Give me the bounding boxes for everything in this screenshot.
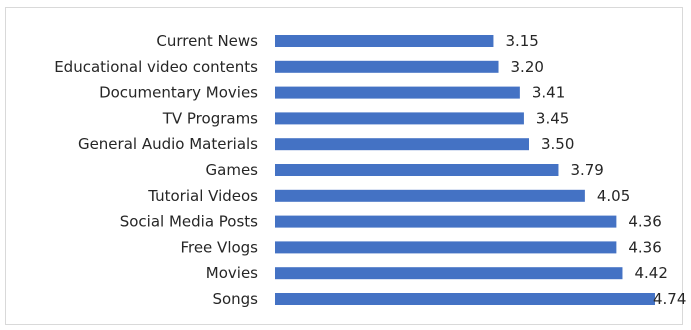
- category-label: Songs: [212, 290, 258, 308]
- bar: [275, 35, 494, 47]
- category-label: Educational video contents: [54, 58, 258, 76]
- data-label: 3.20: [511, 58, 544, 76]
- category-label: Tutorial Videos: [147, 187, 258, 205]
- data-label: 4.05: [597, 187, 630, 205]
- bar: [275, 86, 520, 99]
- data-label: 4.36: [628, 213, 661, 231]
- data-label: 4.36: [628, 238, 661, 256]
- bar: [275, 241, 617, 254]
- bar: [275, 138, 529, 151]
- category-label: Movies: [206, 264, 258, 282]
- bar: [275, 189, 585, 202]
- data-label: 3.50: [541, 135, 574, 153]
- data-label: 3.45: [536, 109, 569, 127]
- category-label: Games: [206, 161, 259, 179]
- category-label: General Audio Materials: [78, 135, 258, 153]
- category-label: TV Programs: [162, 109, 258, 127]
- bar: [275, 112, 524, 125]
- category-label: Free Vlogs: [180, 238, 258, 256]
- data-label: 3.41: [532, 84, 565, 102]
- data-label: 3.79: [570, 161, 603, 179]
- data-label: 4.42: [634, 264, 667, 282]
- data-label: 3.15: [505, 32, 538, 50]
- bar: [275, 60, 499, 73]
- bar: [275, 267, 623, 280]
- bar: [275, 293, 655, 305]
- bar: [275, 164, 559, 176]
- category-label: Social Media Posts: [120, 213, 258, 231]
- bar: [275, 215, 617, 228]
- data-label: 4.74: [653, 290, 686, 308]
- category-label: Documentary Movies: [99, 84, 258, 102]
- category-label: Current News: [156, 32, 258, 50]
